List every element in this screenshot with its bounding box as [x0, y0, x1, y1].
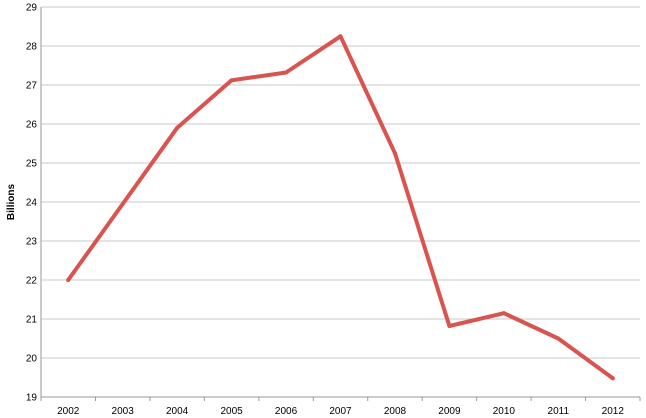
x-tick-label: 2009 [438, 406, 461, 417]
data-point [501, 311, 506, 316]
x-tick-label: 2008 [384, 406, 407, 417]
x-tick-label: 2010 [493, 406, 516, 417]
y-tick-label: 23 [26, 237, 38, 248]
data-point [392, 151, 397, 156]
x-tick-labels: 2002 2003 2004 2005 2006 2007 2008 2009 2010 2011… [57, 406, 624, 417]
x-tick-label: 2005 [220, 406, 243, 417]
x-tick-label: 2002 [57, 406, 80, 417]
y-tick-labels: 19 20 21 22 23 24 25 26 27 28 29 [26, 3, 38, 404]
data-point [447, 324, 452, 329]
x-tick-label: 2004 [166, 406, 189, 417]
x-tick-label: 2003 [112, 406, 135, 417]
y-tick-label: 26 [26, 120, 38, 131]
data-point [120, 201, 125, 206]
y-tick-label: 27 [26, 81, 38, 92]
data-point [284, 70, 289, 75]
y-tick-label: 24 [26, 198, 38, 209]
x-tick-label: 2007 [329, 406, 352, 417]
data-point [229, 78, 234, 83]
data-point [175, 125, 180, 130]
data-point [556, 336, 561, 341]
data-point [610, 376, 615, 381]
y-tick-label: 21 [26, 315, 38, 326]
series-group [66, 34, 615, 381]
y-tick-label: 19 [26, 393, 38, 404]
data-point [66, 278, 71, 282]
y-tick-label: 25 [26, 159, 38, 170]
data-point [338, 34, 343, 39]
y-tick-label: 22 [26, 276, 38, 287]
x-tick-label: 2006 [275, 406, 298, 417]
gridlines [40, 6, 641, 401]
y-tick-label: 20 [26, 354, 38, 365]
series-line [66, 34, 615, 381]
x-tick-label: 2012 [602, 406, 625, 417]
y-tick-label: 29 [26, 3, 38, 14]
y-axis-title: Billions [6, 184, 17, 221]
y-tick-label: 28 [26, 42, 38, 53]
x-tick-label: 2011 [548, 406, 570, 417]
